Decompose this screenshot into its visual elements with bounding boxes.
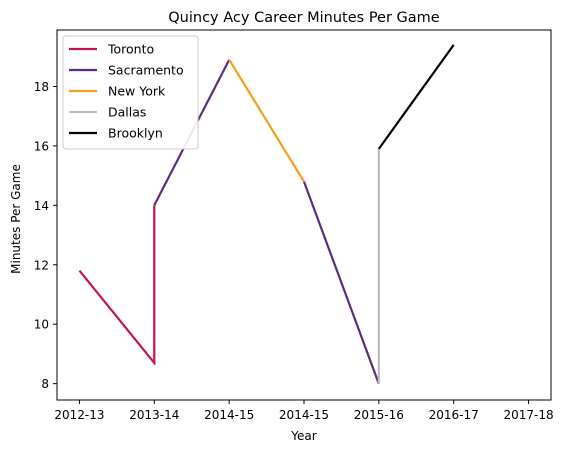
y-tick-label: 10 bbox=[34, 318, 49, 332]
x-tick-label: 2016-17 bbox=[429, 408, 479, 422]
x-axis-label: Year bbox=[290, 429, 316, 443]
y-axis: 8 10 12 14 16 18 bbox=[34, 80, 57, 391]
x-tick-label: 2013-14 bbox=[129, 408, 179, 422]
legend-box bbox=[62, 35, 199, 150]
legend-entry: New York bbox=[108, 84, 166, 99]
legend-entry: Dallas bbox=[108, 105, 146, 120]
x-axis: 2012-13 2013-14 2014-15 2014-15 2015-16 2016-… bbox=[54, 400, 554, 422]
y-axis-label: Minutes Per Game bbox=[9, 164, 23, 274]
x-tick-label: 2015-16 bbox=[354, 408, 404, 422]
x-tick-label: 2017-18 bbox=[503, 408, 553, 422]
y-tick-label: 8 bbox=[41, 377, 49, 391]
series-layer bbox=[78, 44, 455, 385]
x-tick-label: 2012-13 bbox=[54, 408, 104, 422]
series-line-new-york-2 bbox=[228, 59, 305, 183]
y-tick-label: 18 bbox=[34, 80, 49, 94]
y-tick-label: 14 bbox=[34, 199, 49, 213]
legend-entry: Sacramento bbox=[108, 63, 184, 78]
chart-title: Quincy Acy Career Minutes Per Game bbox=[168, 10, 440, 26]
series-line-toronto-0 bbox=[78, 205, 156, 367]
x-tick-label: 2014-15 bbox=[279, 408, 329, 422]
series-line-sacramento-3 bbox=[302, 181, 380, 385]
y-tick-label: 12 bbox=[34, 258, 49, 272]
legend-entry: Brooklyn bbox=[108, 126, 163, 141]
series-line-brooklyn-5 bbox=[377, 44, 455, 150]
legend-entry: Toronto bbox=[107, 42, 154, 57]
y-tick-label: 16 bbox=[34, 139, 49, 153]
x-tick-label: 2014-15 bbox=[204, 408, 254, 422]
legend: Toronto Sacramento New York Dallas Brooklyn bbox=[62, 35, 199, 150]
plot-frame bbox=[56, 29, 552, 401]
